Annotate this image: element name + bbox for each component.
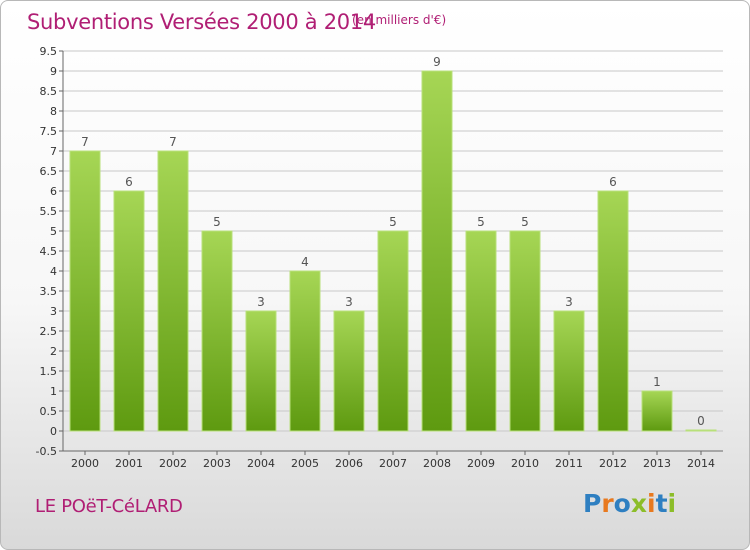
y-tick-label: 5.5 xyxy=(40,205,58,218)
bar xyxy=(421,70,453,432)
bar xyxy=(69,150,101,432)
bar-value-label: 7 xyxy=(169,135,177,149)
bar xyxy=(333,310,365,432)
y-tick-label: 4 xyxy=(50,265,57,278)
x-tick-label: 2005 xyxy=(291,457,319,470)
bar xyxy=(597,190,629,432)
logo-letter: x xyxy=(630,489,647,518)
bar-value-label: 6 xyxy=(125,175,133,189)
logo-letter: r xyxy=(601,489,614,518)
logo-letter: i xyxy=(647,489,656,518)
y-tick-label: -0.5 xyxy=(36,445,57,458)
x-tick-label: 2000 xyxy=(71,457,99,470)
bar xyxy=(509,230,541,432)
bar-value-label: 3 xyxy=(345,295,353,309)
logo-letter: t xyxy=(655,489,668,518)
x-tick-label: 2006 xyxy=(335,457,363,470)
y-tick-label: 3.5 xyxy=(40,285,58,298)
x-tick-label: 2002 xyxy=(159,457,187,470)
bar xyxy=(553,310,585,432)
bar-value-label: 3 xyxy=(257,295,265,309)
bar-value-label: 0 xyxy=(697,414,705,428)
y-tick-label: 6.5 xyxy=(40,165,58,178)
bar-value-label: 1 xyxy=(653,375,661,389)
bar xyxy=(289,270,321,432)
y-tick-label: 9.5 xyxy=(40,45,58,58)
y-tick-label: 1.5 xyxy=(40,365,58,378)
bar xyxy=(113,190,145,432)
x-tick-label: 2010 xyxy=(511,457,539,470)
y-tick-label: 4.5 xyxy=(40,245,58,258)
y-tick-label: 7.5 xyxy=(40,125,58,138)
x-tick-label: 2001 xyxy=(115,457,143,470)
bar-value-label: 7 xyxy=(81,135,89,149)
y-tick-label: 7 xyxy=(50,145,57,158)
bar-value-label: 5 xyxy=(213,215,221,229)
chart-subtitle: (en milliers d'€) xyxy=(352,13,447,27)
bar-value-label: 6 xyxy=(609,175,617,189)
bar xyxy=(685,429,717,432)
y-tick-label: 1 xyxy=(50,385,57,398)
location-name: LE POëT-CéLARD xyxy=(35,496,183,517)
y-tick-label: 2.5 xyxy=(40,325,58,338)
y-tick-label: 6 xyxy=(50,185,57,198)
logo-letter: i xyxy=(667,489,677,518)
logo-letter: P xyxy=(583,489,602,518)
y-tick-label: 9 xyxy=(50,65,57,78)
bar xyxy=(157,150,189,432)
y-tick-label: 0.5 xyxy=(40,405,58,418)
x-tick-label: 2011 xyxy=(555,457,583,470)
bar-value-label: 5 xyxy=(389,215,397,229)
proxiti-logo[interactable]: Proxiti xyxy=(583,489,676,518)
y-tick-label: 8 xyxy=(50,105,57,118)
x-tick-label: 2014 xyxy=(687,457,715,470)
bar xyxy=(377,230,409,432)
bar xyxy=(245,310,277,432)
bar-value-label: 9 xyxy=(433,55,441,69)
x-tick-label: 2003 xyxy=(203,457,231,470)
bar-value-label: 5 xyxy=(477,215,485,229)
x-tick-label: 2009 xyxy=(467,457,495,470)
x-tick-label: 2008 xyxy=(423,457,451,470)
bar-value-label: 4 xyxy=(301,255,309,269)
bar xyxy=(201,230,233,432)
y-tick-label: 5 xyxy=(50,225,57,238)
x-tick-label: 2013 xyxy=(643,457,671,470)
y-tick-label: 3 xyxy=(50,305,57,318)
bar-value-label: 3 xyxy=(565,295,573,309)
y-tick-label: 0 xyxy=(50,425,57,438)
chart-title: Subventions Versées 2000 à 2014 xyxy=(27,10,376,34)
bar-value-label: 5 xyxy=(521,215,529,229)
x-tick-label: 2007 xyxy=(379,457,407,470)
y-tick-label: 8.5 xyxy=(40,85,58,98)
x-tick-label: 2004 xyxy=(247,457,275,470)
x-tick-label: 2012 xyxy=(599,457,627,470)
bar xyxy=(465,230,497,432)
logo-letter: o xyxy=(613,489,631,518)
y-tick-label: 2 xyxy=(50,345,57,358)
bar xyxy=(641,390,673,432)
